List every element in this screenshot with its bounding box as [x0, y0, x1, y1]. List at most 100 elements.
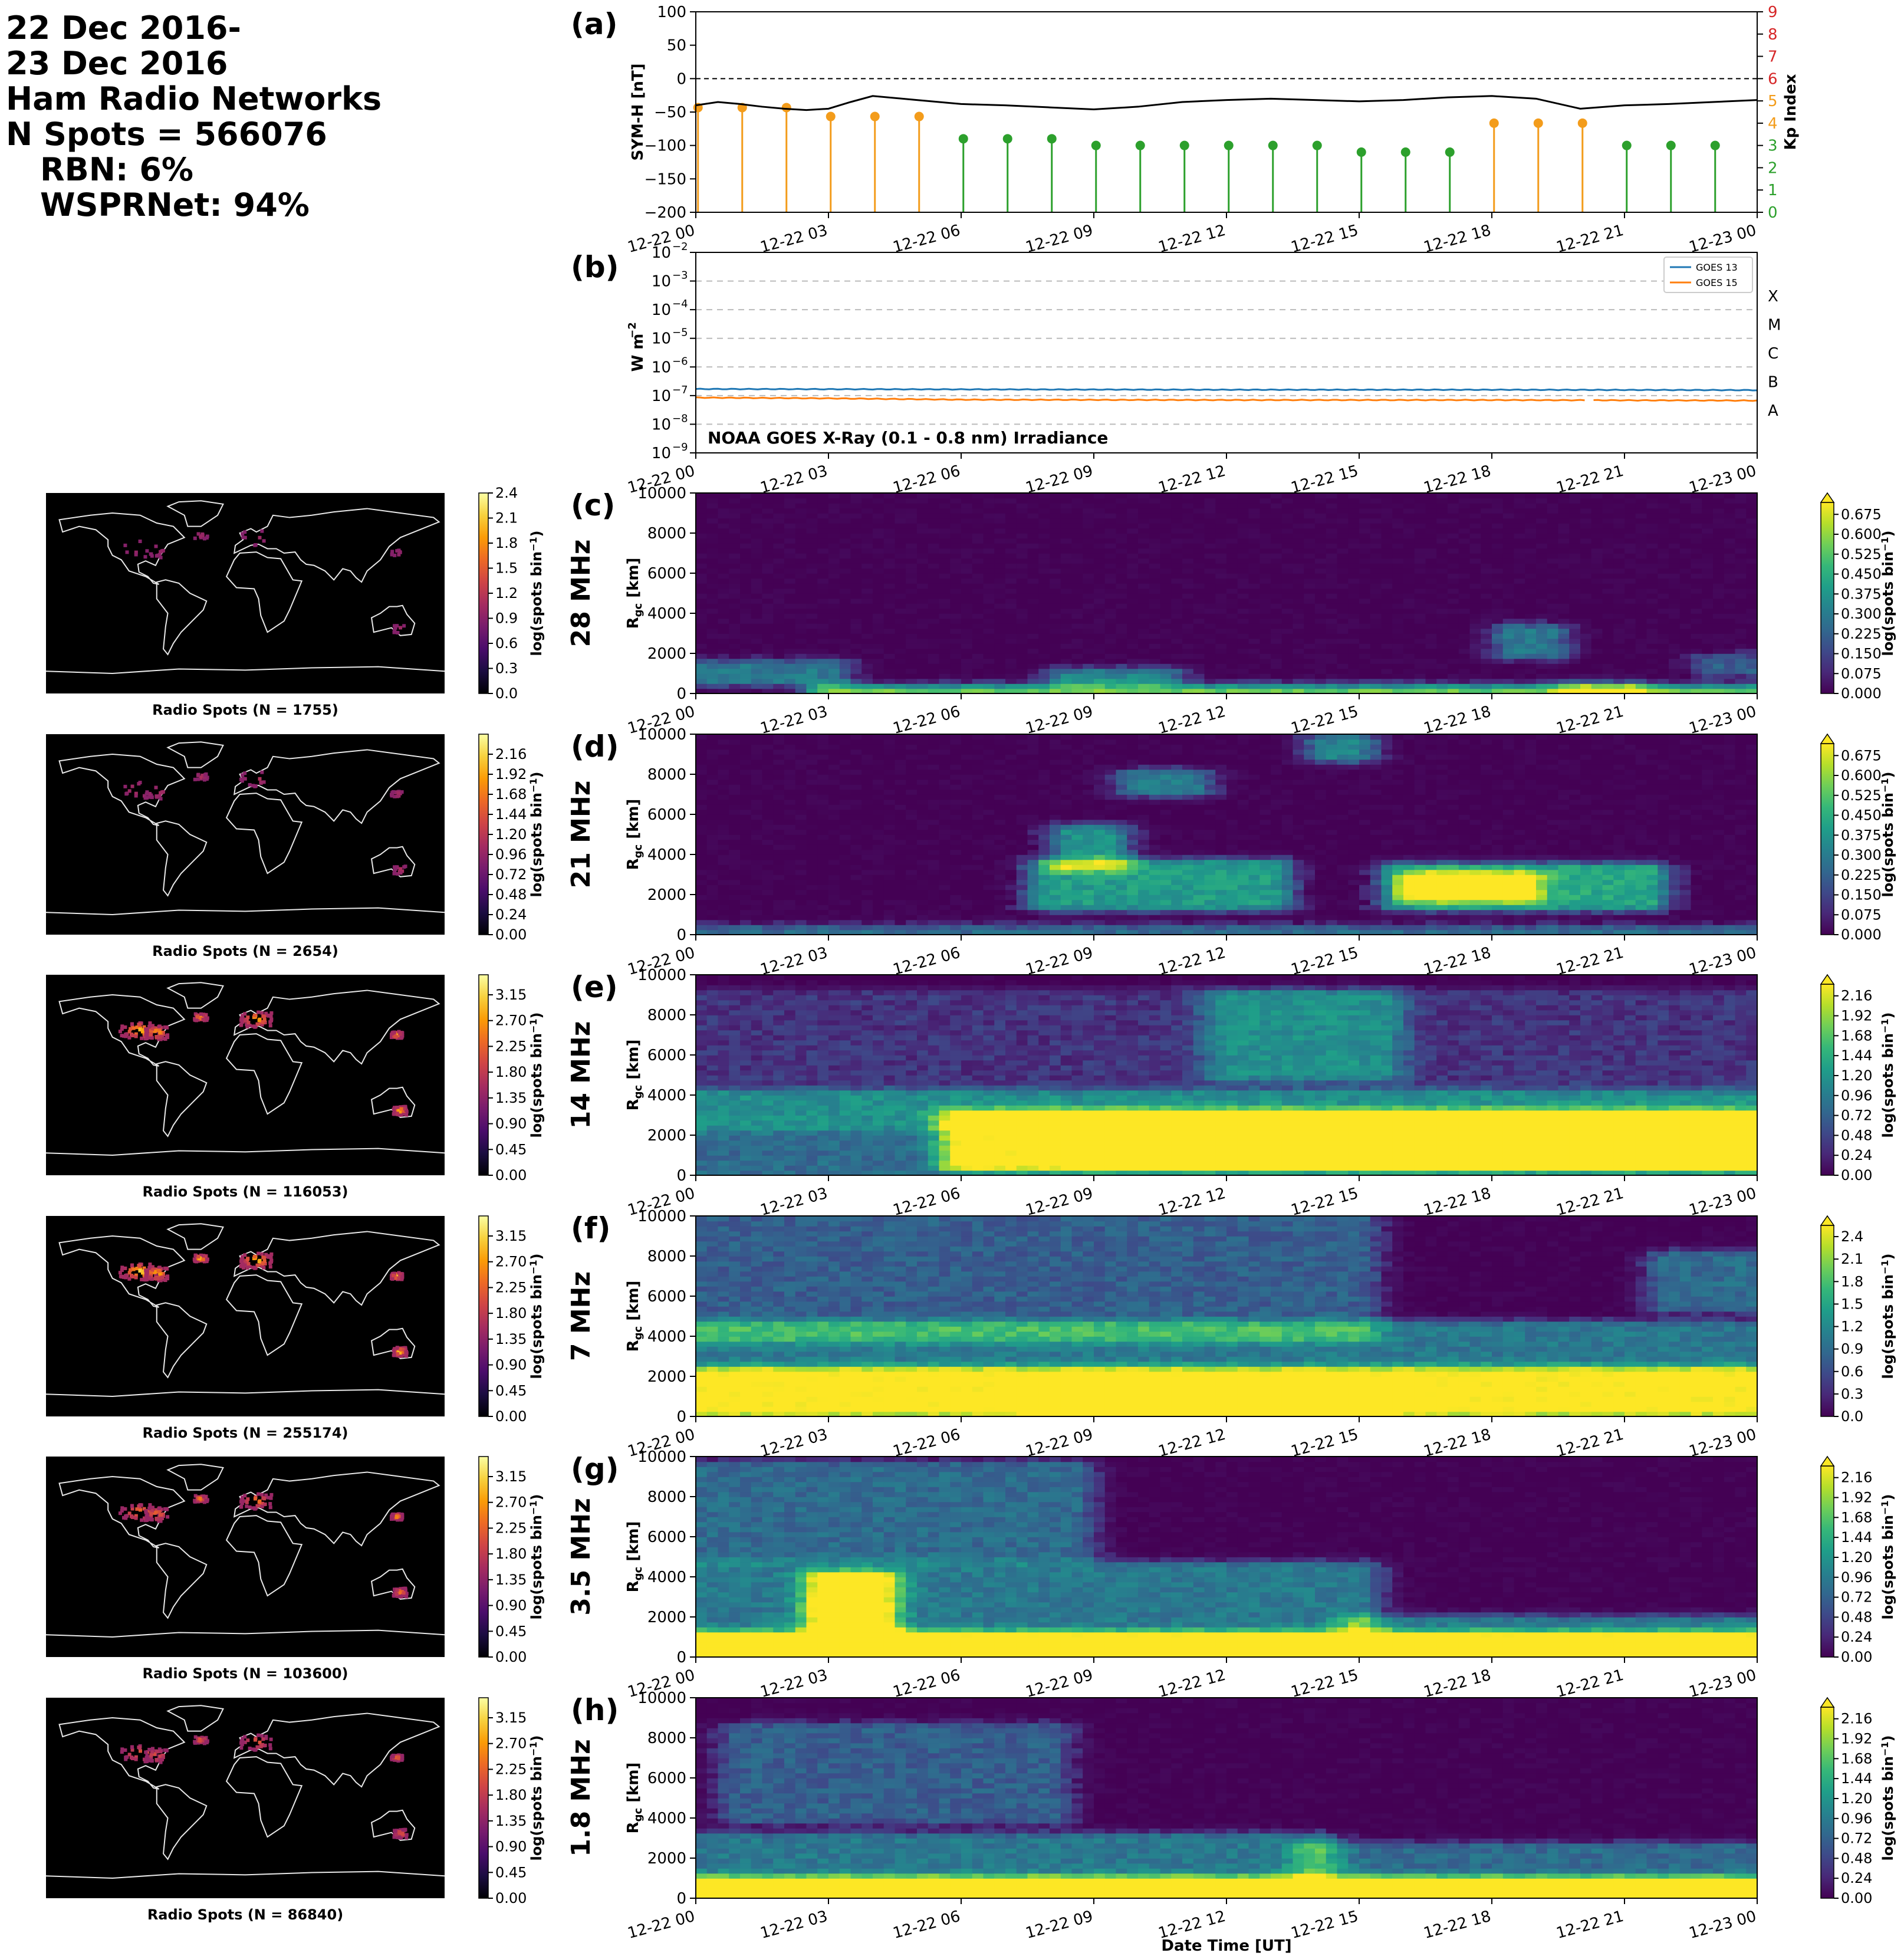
heatmap-cell	[1547, 608, 1559, 614]
heatmap-cell	[1746, 663, 1757, 669]
heatmap-cell	[1702, 628, 1714, 634]
heatmap-cell	[784, 779, 796, 785]
heatmap-cell	[1469, 598, 1482, 604]
heatmap-cell	[751, 749, 763, 755]
heatmap-cell	[1646, 618, 1659, 624]
heatmap-cell	[1458, 608, 1471, 614]
heatmap-cell	[1271, 663, 1283, 669]
heatmap-cell	[1281, 618, 1294, 624]
heatmap-cell	[1436, 563, 1448, 569]
heatmap-cell	[1127, 563, 1139, 569]
heatmap-cell	[762, 613, 774, 619]
heatmap-cell	[972, 658, 984, 664]
heatmap-cell	[883, 623, 896, 629]
heatmap-cell	[1160, 618, 1172, 624]
heatmap-cell	[1160, 553, 1172, 559]
heatmap-cell	[1602, 578, 1614, 584]
heatmap-cell	[773, 834, 785, 840]
heatmap-cell	[1149, 548, 1161, 554]
heatmap-cell	[806, 653, 818, 659]
heatmap-cell	[751, 899, 763, 905]
heatmap-cell	[696, 929, 708, 935]
heatmap-cell	[1071, 638, 1084, 644]
map-colorbar-tick-label: 0.9	[495, 610, 518, 627]
heatmap-cell	[751, 809, 763, 815]
heatmap-cell	[795, 543, 807, 549]
heatmap-cell	[706, 573, 719, 579]
heatmap-cell	[706, 558, 719, 564]
heatmap-cell	[1094, 583, 1106, 589]
heatmap-cell	[1669, 688, 1681, 693]
heatmap-cell	[1691, 588, 1703, 594]
heatmap-cell	[1658, 653, 1669, 659]
heatmap-cell	[1414, 653, 1426, 659]
heatmap-cell	[740, 603, 752, 609]
heatmap-cell	[1569, 603, 1581, 609]
heatmap-cell	[706, 839, 719, 845]
heatmap-cell	[773, 734, 785, 740]
heatmap-cell	[740, 533, 752, 539]
heatmap-cell	[1458, 563, 1471, 569]
heatmap-cell	[762, 553, 774, 559]
heatmap-cell	[740, 543, 752, 549]
heatmap-cell	[1226, 598, 1238, 604]
heatmap-cell	[751, 824, 763, 830]
heatmap-cell	[895, 789, 907, 795]
heatmap-cell	[1293, 578, 1305, 584]
heatmap-cell	[1094, 543, 1106, 549]
heatmap-cell	[1237, 633, 1249, 639]
heatmap-cell	[1083, 623, 1094, 629]
heatmap-cell	[839, 734, 851, 740]
heatmap-cell	[1448, 548, 1459, 554]
map-spot	[123, 543, 127, 547]
heatmap-cell	[729, 809, 741, 815]
heatmap-cell	[1016, 548, 1028, 554]
heatmap-cell	[806, 899, 818, 905]
heatmap-cell	[806, 834, 818, 840]
heatmap-cell	[917, 523, 929, 529]
heatmap-cell	[706, 849, 719, 855]
heatmap-cell	[1448, 598, 1459, 604]
heatmap-cell	[1248, 553, 1261, 559]
heatmap-cell	[1591, 673, 1603, 679]
heatmap-cell	[950, 553, 962, 559]
heatmap-cell	[1348, 628, 1360, 634]
heatmap-cell	[1326, 593, 1338, 599]
heatmap-cell	[1746, 618, 1757, 624]
heatmap-cell	[1260, 653, 1271, 659]
heatmap-cell	[961, 598, 973, 604]
heatmap-cell	[1591, 558, 1603, 564]
heatmap-cell	[961, 578, 973, 584]
heatmap-cell	[1635, 498, 1647, 504]
heatmap-cell	[696, 533, 708, 539]
heatmap-cell	[706, 638, 719, 644]
heatmap-cell	[950, 518, 962, 524]
heatmap-cell	[1315, 553, 1327, 559]
heatmap-cell	[696, 754, 708, 760]
heatmap-cell	[1669, 608, 1681, 614]
heatmap-cell	[773, 538, 785, 544]
heatmap-cell	[1237, 563, 1249, 569]
heatmap-cell	[773, 799, 785, 805]
heatmap-cell	[1646, 643, 1659, 649]
heatmap-cell	[1381, 538, 1393, 544]
heatmap-cell	[1281, 643, 1294, 649]
heatmap-cell	[1260, 498, 1271, 504]
heatmap-cell	[1094, 668, 1106, 674]
heatmap-cell	[751, 759, 763, 765]
heatmap-cell	[1005, 663, 1017, 669]
heatmap-cell	[751, 598, 763, 604]
heatmap-cell	[1436, 588, 1448, 594]
heatmap-cell	[928, 533, 940, 539]
x-tick-label: 12-22 21	[1554, 462, 1626, 497]
heatmap-cell	[1094, 523, 1106, 529]
heatmap-cell	[1569, 623, 1581, 629]
heatmap-cell	[1348, 588, 1360, 594]
heatmap-cell	[861, 899, 873, 905]
heatmap-cell	[1569, 593, 1581, 599]
heatmap-cell	[972, 513, 984, 519]
heatmap-cell	[1481, 683, 1492, 689]
heatmap-cell	[706, 885, 719, 890]
heatmap-cell	[740, 895, 752, 900]
heatmap-cell	[1348, 503, 1360, 509]
